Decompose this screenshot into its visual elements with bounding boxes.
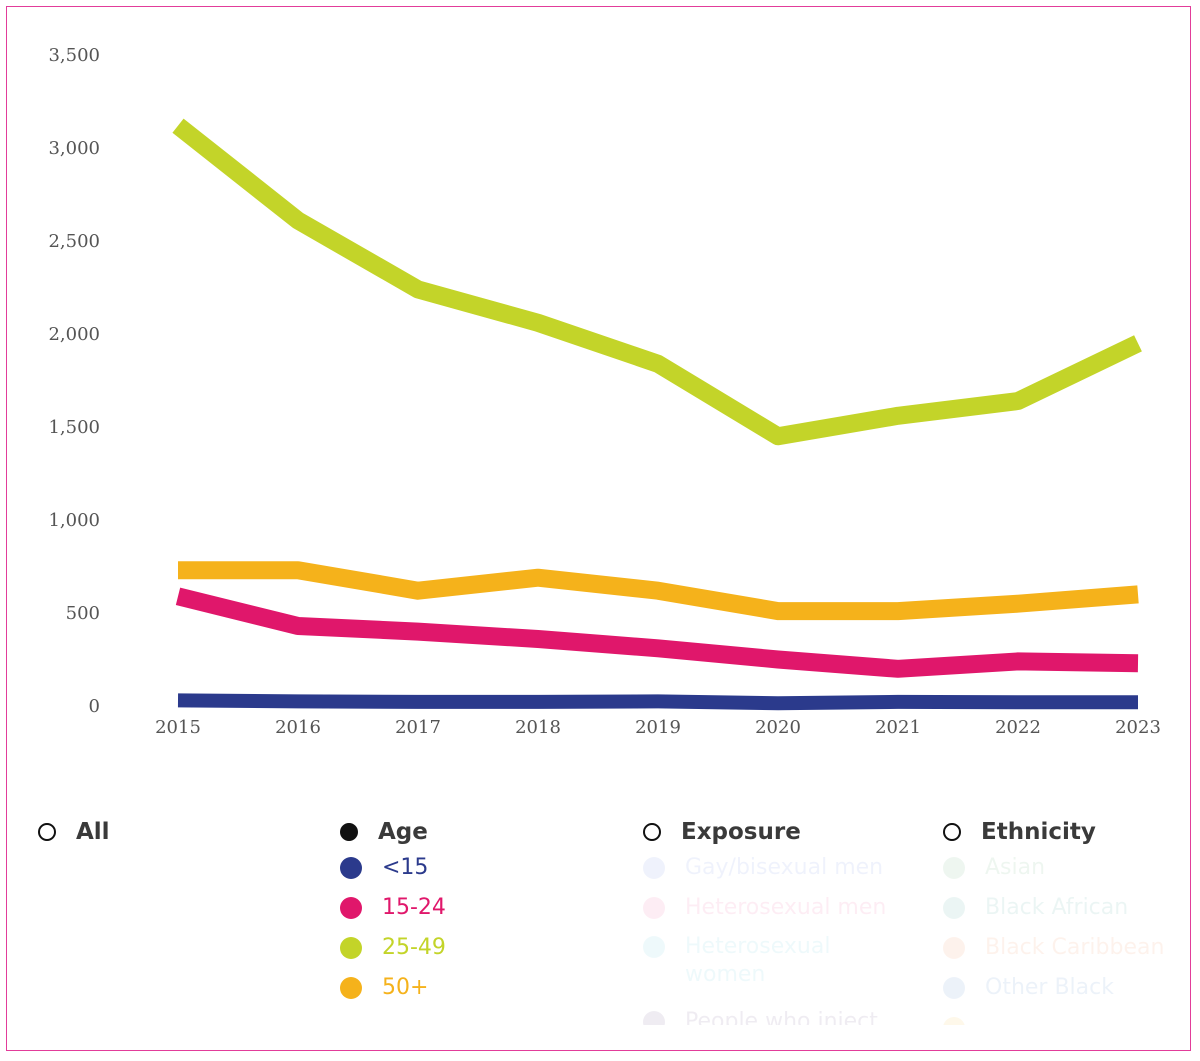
legend-item-label: 25-49 [382,935,446,960]
y-tick-label: 3,000 [48,138,100,159]
legend-item-label: Gay/bisexual men [685,855,884,880]
y-axis: 0 500 1,000 1,500 2,000 2,500 3,000 3,500 [48,45,100,717]
legend-item-label: People who inject [685,1009,878,1025]
x-tick-label: 2015 [155,717,201,738]
exposure-label: Exposure [681,819,801,845]
legend-item-heterosexual-men[interactable]: Heterosexual men [643,889,933,927]
ethnicity-toggle[interactable]: Ethnicity [943,817,1188,847]
legend-item-asian[interactable]: Asian [943,849,1188,887]
legend-item-label: Black Caribbean [985,935,1165,960]
exposure-radio[interactable] [643,823,661,841]
chart-frame [6,6,1191,1051]
series-line-1[interactable] [177,693,1138,711]
y-tick-label: 1,500 [48,417,100,438]
x-tick-label: 2021 [875,717,921,738]
y-tick-label: 500 [66,603,100,624]
legend-swatch [943,937,965,959]
legend-item-other-black[interactable]: Other Black [943,969,1188,1007]
ethnicity-label: Ethnicity [981,819,1096,845]
age-label: Age [378,819,428,845]
legend-item-black-caribbean[interactable]: Black Caribbean [943,929,1188,967]
legend-item-label: <15 [382,855,429,880]
legend-swatch [643,1011,665,1025]
legend-item-label: 50+ [382,975,429,1000]
legend-swatch [943,897,965,919]
legend-item-label: Heterosexual men [685,895,887,920]
y-tick-label: 3,500 [48,45,100,66]
legend-swatch [643,936,665,958]
legend-item-under-15[interactable]: <15 [340,849,446,887]
legend-item-label: Black African [985,895,1129,920]
legend-item-black-african[interactable]: Black African [943,889,1188,927]
y-tick-label: 2,000 [48,324,100,345]
legend-item-label: Other Black [985,975,1114,1000]
all-radio[interactable] [38,823,56,841]
all-label: All [76,819,110,845]
y-tick-label: 0 [89,696,100,717]
series-line-2[interactable] [175,587,1139,678]
x-tick-label: 2017 [395,717,441,738]
legend-item-label: Heterosexual women [685,934,831,987]
series-line-3[interactable] [172,118,1142,446]
legend-swatch [943,857,965,879]
legend-swatch [340,897,362,919]
legend-exposure[interactable]: Exposure Gay/bisexual men Heterosexual m… [643,817,933,1025]
legend-item-heterosexual-women[interactable]: Heterosexual women [643,929,933,1001]
age-toggle[interactable]: Age [340,817,446,847]
legend-item-gay-bisexual-men[interactable]: Gay/bisexual men [643,849,933,887]
x-axis: 2015 2016 2017 2018 2019 2020 2021 2022 2023 [155,717,1161,738]
legend-swatch [340,857,362,879]
series-lines [172,118,1142,711]
legend-age[interactable]: Age <15 15-24 25-49 50+ [340,817,446,1007]
all-toggle[interactable]: All [38,817,110,847]
legend-item-people-who-inject[interactable]: People who inject [643,1003,933,1025]
legend-item-more[interactable] [943,1009,1188,1025]
series-line-4[interactable] [178,561,1139,621]
x-tick-label: 2018 [515,717,561,738]
age-radio[interactable] [340,823,358,841]
legend-swatch [340,937,362,959]
x-tick-label: 2019 [635,717,681,738]
x-tick-label: 2020 [755,717,801,738]
y-tick-label: 2,500 [48,231,100,252]
legend-item-50-plus[interactable]: 50+ [340,969,446,1007]
legend-swatch [643,857,665,879]
legend-item-label: 15-24 [382,895,446,920]
legend-ethnicity[interactable]: Ethnicity Asian Black African Black Cari… [943,817,1188,1025]
legend-all[interactable]: All [38,817,110,847]
legend-swatch [340,977,362,999]
legend-swatch [643,897,665,919]
x-tick-label: 2023 [1115,717,1161,738]
exposure-toggle[interactable]: Exposure [643,817,933,847]
x-tick-label: 2022 [995,717,1041,738]
legend-swatch [943,1017,965,1025]
legend-item-25-49[interactable]: 25-49 [340,929,446,967]
legend-item-15-24[interactable]: 15-24 [340,889,446,927]
legend-swatch [943,977,965,999]
ethnicity-radio[interactable] [943,823,961,841]
x-tick-label: 2016 [275,717,321,738]
legend-item-label: Asian [985,855,1046,880]
y-tick-label: 1,000 [48,510,100,531]
